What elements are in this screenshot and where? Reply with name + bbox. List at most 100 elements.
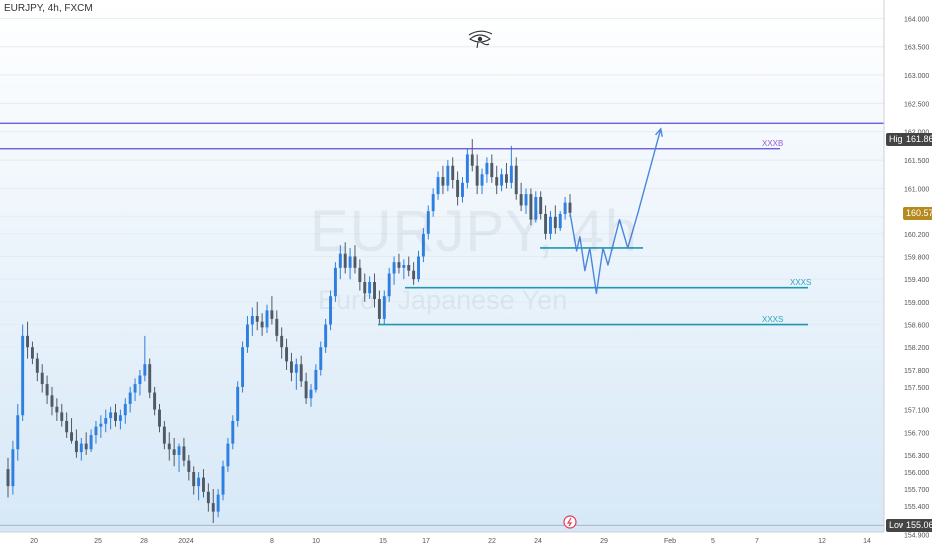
candle-body [123,403,127,416]
candle-body [539,196,543,214]
chart-background [0,0,884,532]
x-tick-label: 22 [488,538,496,545]
candle-body [114,412,117,421]
y-tick-label: 159.400 [904,277,929,284]
candle-body [250,316,254,325]
candle-body [226,443,230,467]
lightning-event-icon [563,515,577,529]
y-tick-label: 164.000 [904,16,929,23]
candle-body [436,177,440,195]
candle-body [70,432,73,441]
candle-body [197,477,201,487]
y-tick-label: 155.400 [904,504,929,511]
candle-body [89,435,93,450]
candle-body [60,412,64,421]
time-axis-background [0,532,884,550]
candle-body [519,194,523,206]
y-tick-label: 158.600 [904,323,929,330]
y-tick-label: 157.500 [904,385,929,392]
candle-body [426,211,430,234]
candle-body [417,256,420,280]
candle-body [402,264,406,268]
x-tick-label: 28 [140,538,148,545]
candle-body [319,347,323,370]
candle-body [99,423,103,427]
y-tick-label: 157.800 [904,368,929,375]
zone-label-xxxs-upper: XXXS [790,277,812,287]
candle-body [216,494,220,512]
candle-body [358,267,362,283]
candle-body [451,165,455,180]
candle-body [26,335,30,348]
candle-body [505,174,508,183]
candle-body [158,409,161,427]
candle-body [21,335,25,416]
candle-body [143,364,147,376]
candle-body [524,194,528,206]
y-tick-label: 159.800 [904,254,929,261]
y-tick-label: 161.000 [904,186,929,193]
x-tick-label: 25 [94,538,102,545]
candle-body [35,358,39,373]
candle-body [11,449,15,487]
candle-body [182,446,186,461]
y-tick-label: 155.700 [904,487,929,494]
candle-body [30,347,34,359]
candle-body [392,262,396,274]
x-tick-label: 10 [312,538,320,545]
candle-body [270,310,274,319]
time-axis: 20 25 28 2024 8 10 15 17 22 24 29 Feb 5 7 12 14 [0,531,884,550]
y-tick-label: 160.200 [904,232,929,239]
high-value-tag: 161.869 [903,133,932,147]
chart-title: EURJPY, 4h, FXCM [4,3,93,14]
candle-body [162,426,166,444]
candle-body [441,177,445,186]
candle-body [294,364,298,373]
candle-body [397,262,401,268]
candle-body [109,412,113,419]
candle-body [534,196,538,220]
candle-body [382,296,386,319]
candle-body [187,460,191,472]
price-axis-background [884,0,932,550]
candle-body [558,213,562,229]
candle-body [353,256,357,268]
candle-body [138,375,142,385]
x-tick-label: 8 [270,538,274,545]
low-value-tag: 155.067 [903,518,932,532]
y-tick-label: 158.200 [904,345,929,352]
candle-body [568,202,572,213]
candle-body [485,162,489,175]
candle-body [148,364,152,393]
x-tick-label: 7 [755,538,759,545]
candle-body [553,216,557,229]
candle-body [45,384,49,396]
candle-body [280,335,284,348]
x-tick-label: 17 [422,538,430,545]
candle-body [206,491,210,504]
candle-body [509,165,513,183]
candle-body [265,310,269,328]
candle-body [544,213,548,234]
candle-body [377,299,381,319]
candle-body [495,177,499,186]
y-tick-label: 156.700 [904,430,929,437]
y-tick-label: 159.000 [904,300,929,307]
x-tick-label: 20 [30,538,38,545]
candle-body [343,253,347,268]
candle-body [40,372,44,385]
candle-body [172,449,176,455]
horizontal-levels [0,122,884,526]
candle-body [324,324,328,348]
candle-body [314,369,318,390]
candle-body [65,420,69,433]
candle-body [480,174,484,186]
x-tick-label: Feb [664,538,676,545]
candle-body [563,202,567,214]
candle-body [475,165,479,186]
candle-body [50,395,54,407]
x-tick-label: 2024 [178,538,194,545]
candle-body [260,321,264,328]
